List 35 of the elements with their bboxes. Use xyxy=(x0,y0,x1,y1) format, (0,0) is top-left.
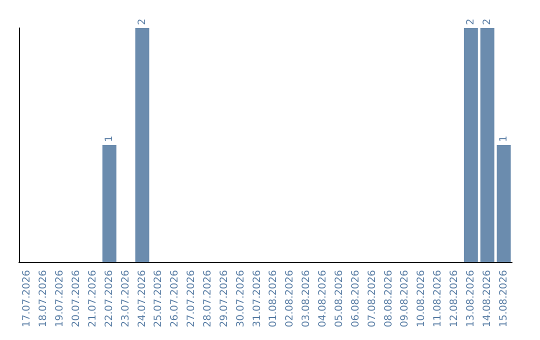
data-label: 2 xyxy=(482,18,493,25)
x-tick-label: 23.07.2026 xyxy=(120,270,132,328)
x-tick-label: 31.07.2026 xyxy=(252,270,263,328)
x-tick-label: 09.08.2026 xyxy=(400,270,411,328)
x-tick-label: 15.08.2026 xyxy=(498,270,510,328)
x-tick-label: 22.07.2026 xyxy=(104,270,115,328)
x-tick-label: 24.07.2026 xyxy=(136,270,148,328)
x-tick-label: 06.08.2026 xyxy=(350,270,362,328)
x-tick-label: 05.08.2026 xyxy=(334,270,345,328)
x-tick-label: 28.07.2026 xyxy=(202,270,214,328)
x-tick-label: 14.08.2026 xyxy=(482,270,493,328)
x-tick-label: 25.07.2026 xyxy=(153,270,164,328)
x-tick-label: 01.08.2026 xyxy=(268,270,280,328)
x-tick-label: 17.07.2026 xyxy=(22,270,33,328)
x-tick-label: 20.07.2026 xyxy=(71,270,82,328)
x-tick-label: 29.07.2026 xyxy=(218,270,230,328)
x-tick-label: 08.08.2026 xyxy=(383,270,394,328)
data-label: 2 xyxy=(136,18,148,25)
x-tick-label: 04.08.2026 xyxy=(318,270,329,328)
x-tick-label: 03.08.2026 xyxy=(301,270,312,328)
x-tick-label: 30.07.2026 xyxy=(235,270,246,328)
x-tick-label: 19.07.2026 xyxy=(54,270,66,328)
x-tick-label: 13.08.2026 xyxy=(465,270,476,328)
x-tick-label: 10.08.2026 xyxy=(416,270,428,328)
x-tick-label: 21.07.2026 xyxy=(87,270,98,328)
data-label: 1 xyxy=(498,136,510,142)
x-tick-label: 18.07.2026 xyxy=(38,270,50,328)
x-tick-label: 07.08.2026 xyxy=(366,270,378,328)
x-tick-label: 27.07.2026 xyxy=(186,270,198,328)
data-label: 1 xyxy=(104,136,115,142)
x-tick-label: 11.08.2026 xyxy=(432,270,444,328)
x-tick-label: 02.08.2026 xyxy=(284,270,296,328)
data-label: 2 xyxy=(465,18,476,25)
x-tick-label: 26.07.2026 xyxy=(170,270,181,328)
x-tick-label: 12.08.2026 xyxy=(448,270,460,328)
